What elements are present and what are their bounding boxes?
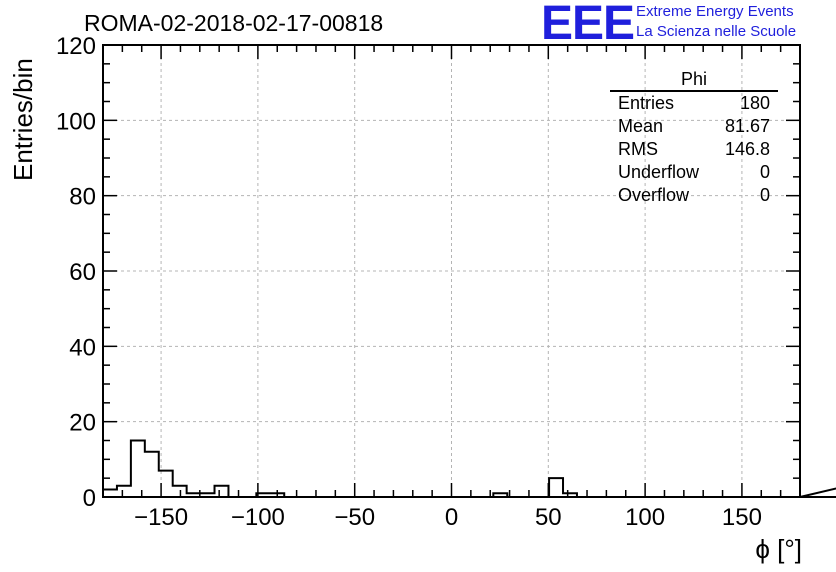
stats-row-mean: Mean 81.67 (610, 115, 778, 138)
x-tick-labels: −150 −100 −50 0 50 100 150 (134, 504, 762, 531)
x-tick-label: 0 (445, 504, 458, 531)
y-tick-label: 20 (69, 410, 96, 437)
stats-value: 81.67 (724, 116, 770, 136)
y-tick-label: 80 (69, 184, 96, 211)
stats-label: RMS (618, 139, 658, 159)
stats-box: Phi Entries 180 Mean 81.67 RMS 146.8 Und… (610, 68, 778, 207)
stats-label: Entries (618, 93, 675, 113)
y-tick-label: 40 (69, 334, 96, 361)
stats-label: Mean (618, 116, 664, 136)
y-tick-label: 0 (83, 485, 96, 512)
x-axis-label: ϕ [°] (755, 534, 802, 564)
stats-label: Underflow (618, 162, 700, 182)
y-tick-labels: 0 20 40 60 80 100 120 (56, 33, 96, 512)
x-tick-label: 150 (722, 504, 762, 531)
logo-line-1: Extreme Energy Events (636, 3, 794, 20)
y-tick-label: 60 (69, 259, 96, 286)
plot-frame (102, 44, 801, 498)
x-tick-label: 50 (535, 504, 562, 531)
stats-value: 0 (759, 162, 770, 182)
x-tick-label: −100 (231, 504, 285, 531)
stats-row-entries: Entries 180 (610, 92, 778, 115)
x-tick-label: −150 (134, 504, 188, 531)
grid-lines (103, 45, 800, 497)
x-tick-label: 100 (625, 504, 665, 531)
stats-row-underflow: Underflow 0 (610, 161, 778, 184)
stats-value: 146.8 (724, 139, 770, 159)
y-tick-label: 100 (56, 108, 96, 135)
logo-text: Extreme Energy Events La Scienza nelle S… (636, 2, 796, 42)
logo-line-2: La Scienza nelle Scuole (636, 23, 797, 40)
eee-logo: EEE (541, 0, 635, 50)
stats-label: Overflow (618, 185, 690, 205)
run-title: ROMA-02-2018-02-17-00818 (84, 10, 384, 36)
stats-title: Phi (610, 68, 778, 92)
stats-value: 0 (759, 185, 770, 205)
stats-value: 180 (739, 93, 770, 113)
stats-row-rms: RMS 146.8 (610, 138, 778, 161)
y-tick-label: 120 (56, 33, 96, 60)
stats-row-overflow: Overflow 0 (610, 184, 778, 207)
x-tick-label: −50 (334, 504, 375, 531)
y-axis-label: Entries/bin (8, 58, 38, 181)
